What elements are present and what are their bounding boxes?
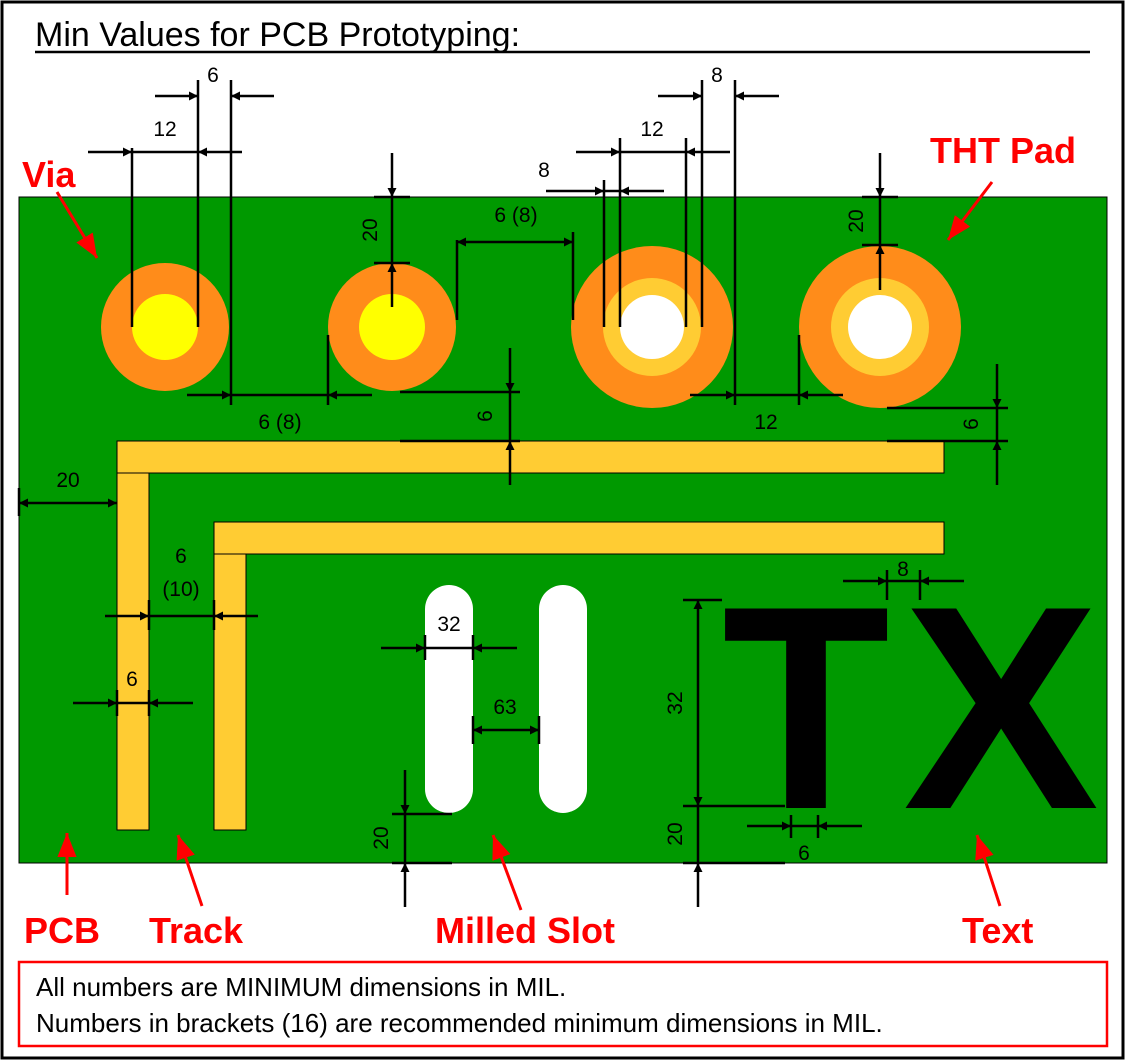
dim-text-edge: 20 (664, 822, 687, 845)
dim-track-width: 6 (126, 668, 138, 691)
track-inner-vertical (213, 553, 247, 831)
dim-slot-edge: 20 (370, 826, 393, 849)
notes-box (17, 960, 1109, 1048)
dimension-lines (17, 80, 1008, 907)
dim-track-gap-a: 6 (175, 545, 187, 568)
via-1 (101, 263, 229, 391)
big-letter-x: X (903, 546, 1100, 870)
dim-tht-drill-label: 8 (538, 159, 550, 182)
note-line-1: All numbers are MINIMUM dimensions in MI… (36, 972, 566, 1002)
page-title: Min Values for PCB Prototyping: (35, 16, 520, 54)
milled-slot-1 (425, 585, 473, 813)
track-inner (213, 521, 945, 555)
dim-slot-gap: 63 (493, 696, 516, 719)
label-milled-slot: Milled Slot (435, 910, 615, 951)
dim-tht-drill: 12 (640, 118, 663, 141)
dim-track-pad: 6 (474, 410, 497, 422)
dim-text-height: 32 (664, 691, 687, 714)
dim-slot-width: 32 (437, 613, 460, 636)
dim-via-ring: 6 (207, 64, 219, 87)
via-2 (328, 263, 456, 391)
label-tht-pad: THT Pad (930, 130, 1076, 171)
dim-via-edge: 20 (359, 218, 382, 241)
dim-via-spacing: 6 (8) (494, 204, 537, 227)
dim-text-stroke: 6 (798, 842, 810, 865)
dim-via-gap: 6 (8) (258, 411, 301, 434)
label-track: Track (149, 910, 244, 951)
dim-track-border: 20 (56, 469, 79, 492)
track-top (116, 440, 945, 474)
track-left-vertical (116, 472, 150, 831)
tht-pad-1 (571, 246, 733, 408)
big-letter-t: T (722, 546, 890, 870)
dim-via-drill: 12 (153, 118, 176, 141)
milled-slot-2 (539, 585, 587, 813)
note-line-2: Numbers in brackets (16) are recommended… (36, 1008, 883, 1038)
dim-tht-edge: 20 (845, 209, 868, 232)
red-pointer-arrows (55, 181, 1002, 911)
dim-track-gap-b: (10) (162, 578, 199, 601)
tht-pad-2 (799, 246, 961, 408)
dim-tht-gap: 12 (754, 411, 777, 434)
dim-tht-ring: 8 (711, 64, 723, 87)
label-via: Via (22, 154, 76, 195)
dim-track-edge: 6 (960, 418, 983, 430)
label-pcb: PCB (24, 910, 100, 951)
label-text: Text (962, 910, 1033, 951)
dim-text-spacing: 8 (897, 558, 909, 581)
